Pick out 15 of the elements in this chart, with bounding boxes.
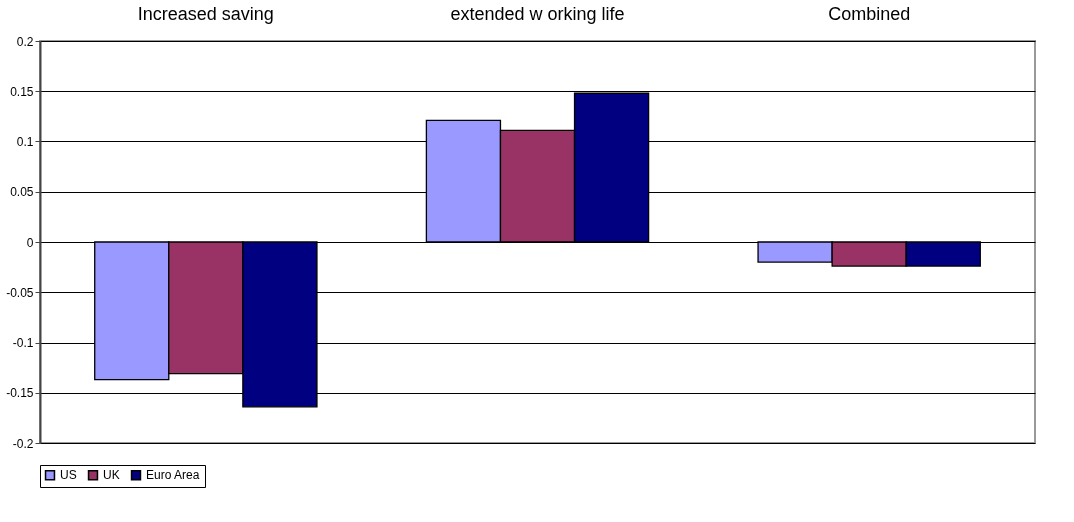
y-tick-label: 0 (26, 235, 34, 250)
y-tick-label: 0.1 (16, 135, 34, 149)
y-tick-label: -0.2 (12, 436, 34, 451)
y-tick-label: -0.05 (6, 285, 34, 300)
legend-label: US (60, 468, 77, 483)
y-tick-label: 0.2 (16, 34, 34, 49)
legend-label: UK (103, 468, 120, 483)
legend-label: Euro Area (146, 468, 200, 483)
x-tick-label: extended w orking life (450, 3, 625, 24)
y-tick-label: 0.15 (10, 84, 34, 99)
y-tick-label: -0.15 (6, 386, 34, 401)
y-tick-label: 0.05 (10, 185, 34, 200)
y-tick-label: -0.1 (12, 336, 34, 350)
x-tick-label: Increased saving (137, 3, 274, 24)
x-tick-label: Combined (828, 3, 911, 24)
